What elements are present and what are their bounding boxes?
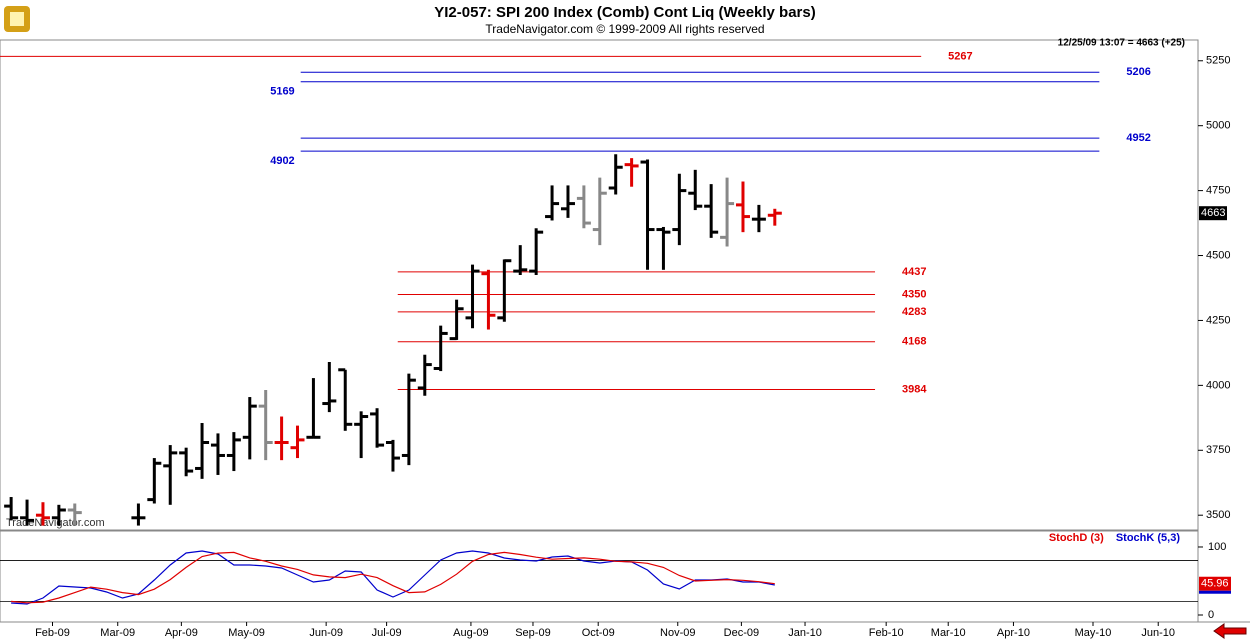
y-tick-label: 5250 — [1206, 55, 1230, 67]
level-label: 4437 — [902, 266, 926, 278]
y-tick-label: 5000 — [1206, 120, 1230, 132]
y-tick-label: 100 — [1208, 541, 1226, 553]
level-label: 4350 — [902, 288, 926, 300]
x-tick-label: Apr-10 — [997, 627, 1030, 639]
logo — [4, 6, 30, 32]
last-price-label: 4663 — [1201, 207, 1225, 219]
scroll-arrow[interactable] — [1213, 623, 1247, 639]
y-tick-label: 0 — [1208, 609, 1214, 621]
price-panel — [0, 39, 1199, 531]
x-tick-label: Nov-09 — [660, 627, 695, 639]
chart-title: YI2-057: SPI 200 Index (Comb) Cont Liq (… — [434, 4, 815, 21]
y-tick-label: 3500 — [1206, 509, 1230, 521]
x-tick-label: Sep-09 — [515, 627, 550, 639]
x-tick-label: May-10 — [1075, 627, 1112, 639]
stoch-line — [11, 551, 775, 604]
x-tick-label: May-09 — [228, 627, 265, 639]
last-value-label: 45.96 — [1201, 578, 1229, 590]
x-tick-label: Mar-09 — [100, 627, 135, 639]
level-label: 5206 — [1126, 66, 1150, 78]
x-tick-label: Feb-09 — [35, 627, 70, 639]
x-tick-label: Jan-10 — [788, 627, 822, 639]
last-value-box — [1199, 576, 1231, 591]
chart-subtitle: TradeNavigator.com © 1999-2009 All right… — [485, 22, 764, 36]
level-label: 5267 — [948, 50, 972, 62]
y-tick-label: 4500 — [1206, 249, 1230, 261]
legend-entry: StochK (5,3) — [1116, 532, 1181, 544]
level-label: 4283 — [902, 306, 926, 318]
level-label: 4952 — [1126, 132, 1150, 144]
status-text: 12/25/09 13:07 = 4663 (+25) — [1058, 38, 1185, 49]
x-tick-label: Dec-09 — [724, 627, 759, 639]
y-tick-label: 3750 — [1206, 444, 1230, 456]
level-label: 4168 — [902, 336, 926, 348]
x-tick-label: Jul-09 — [372, 627, 402, 639]
x-tick-label: Aug-09 — [453, 627, 488, 639]
last-price-box — [1199, 206, 1227, 221]
last-value-underline — [1199, 590, 1231, 594]
stoch-panel — [0, 530, 1199, 623]
level-label: 5169 — [270, 86, 294, 98]
x-tick-label: Apr-09 — [165, 627, 198, 639]
y-tick-label: 4750 — [1206, 185, 1230, 197]
level-label: 3984 — [902, 383, 927, 395]
x-tick-label: Jun-10 — [1141, 627, 1175, 639]
x-tick-label: Mar-10 — [931, 627, 966, 639]
y-tick-label: 4000 — [1206, 379, 1230, 391]
level-label: 4902 — [270, 155, 294, 167]
x-tick-label: Oct-09 — [582, 627, 615, 639]
y-tick-label: 4250 — [1206, 314, 1230, 326]
x-tick-label: Jun-09 — [309, 627, 343, 639]
x-tick-label: Feb-10 — [869, 627, 904, 639]
legend-entry: StochD (3) — [1049, 532, 1104, 544]
